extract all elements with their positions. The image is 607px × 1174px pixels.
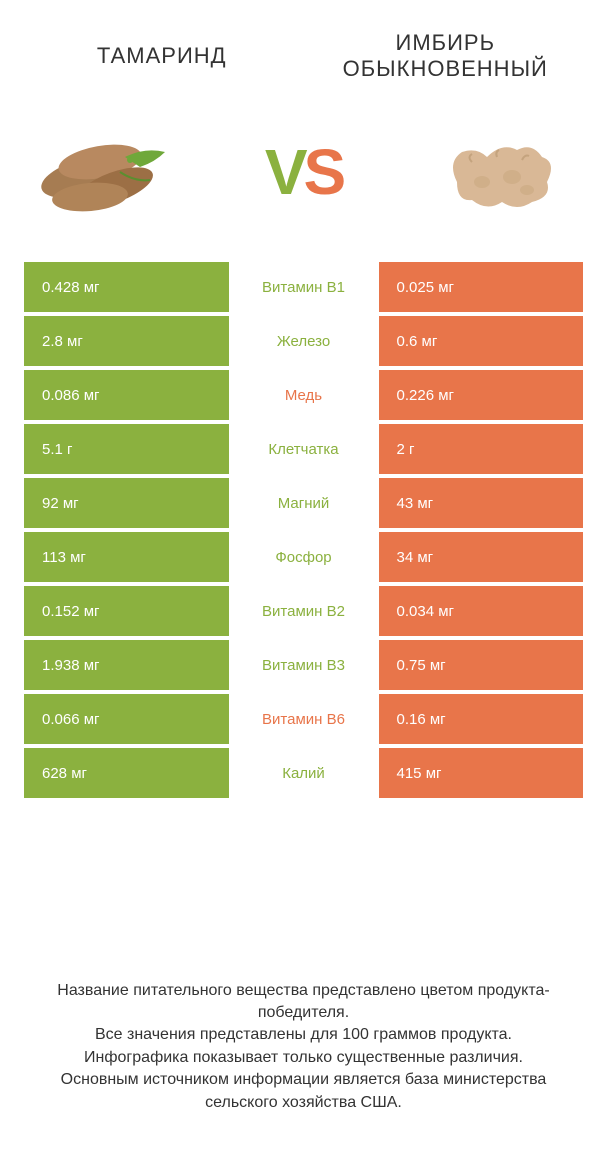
- footer-line-3: Инфографика показывает только существенн…: [30, 1047, 577, 1069]
- nutrient-label: Фосфор: [229, 532, 379, 582]
- table-row: 5.1 гКлетчатка2 г: [24, 424, 583, 474]
- right-value-cell: 2 г: [379, 424, 584, 474]
- table-row: 0.152 мгВитамин B20.034 мг: [24, 586, 583, 636]
- vs-v: V: [265, 136, 304, 208]
- table-row: 1.938 мгВитамин B30.75 мг: [24, 640, 583, 690]
- left-value-cell: 0.152 мг: [24, 586, 229, 636]
- right-value-cell: 415 мг: [379, 748, 584, 798]
- left-value-cell: 2.8 мг: [24, 316, 229, 366]
- right-value-cell: 0.025 мг: [379, 262, 584, 312]
- footer-line-1: Название питательного вещества представл…: [30, 980, 577, 1025]
- nutrient-label: Магний: [229, 478, 379, 528]
- left-value-cell: 5.1 г: [24, 424, 229, 474]
- nutrient-label: Клетчатка: [229, 424, 379, 474]
- nutrition-table: 0.428 мгВитамин B10.025 мг2.8 мгЖелезо0.…: [0, 262, 607, 802]
- right-value-cell: 0.16 мг: [379, 694, 584, 744]
- nutrient-label: Железо: [229, 316, 379, 366]
- right-value-cell: 43 мг: [379, 478, 584, 528]
- left-value-cell: 0.428 мг: [24, 262, 229, 312]
- left-value-cell: 0.066 мг: [24, 694, 229, 744]
- vs-s: S: [304, 136, 343, 208]
- footer-notes: Название питательного вещества представл…: [0, 950, 607, 1174]
- nutrient-label: Витамин B2: [229, 586, 379, 636]
- table-row: 0.066 мгВитамин B60.16 мг: [24, 694, 583, 744]
- left-value-cell: 0.086 мг: [24, 370, 229, 420]
- nutrient-label: Витамин B3: [229, 640, 379, 690]
- right-value-cell: 0.034 мг: [379, 586, 584, 636]
- table-row: 92 мгМагний43 мг: [24, 478, 583, 528]
- table-row: 113 мгФосфор34 мг: [24, 532, 583, 582]
- right-value-cell: 0.226 мг: [379, 370, 584, 420]
- header: ТАМАРИНД ИМБИРЬ ОБЫКНОВЕННЫЙ: [0, 0, 607, 92]
- product-images-row: VS: [0, 92, 607, 262]
- right-value-cell: 0.6 мг: [379, 316, 584, 366]
- vs-label: VS: [265, 135, 342, 209]
- left-value-cell: 92 мг: [24, 478, 229, 528]
- left-value-cell: 628 мг: [24, 748, 229, 798]
- right-product-title: ИМБИРЬ ОБЫКНОВЕННЫЙ: [304, 30, 588, 82]
- nutrient-label: Витамин B6: [229, 694, 379, 744]
- right-value-cell: 0.75 мг: [379, 640, 584, 690]
- nutrient-label: Витамин B1: [229, 262, 379, 312]
- nutrient-label: Калий: [229, 748, 379, 798]
- right-value-cell: 34 мг: [379, 532, 584, 582]
- nutrient-label: Медь: [229, 370, 379, 420]
- table-row: 2.8 мгЖелезо0.6 мг: [24, 316, 583, 366]
- footer-line-4: Основным источником информации является …: [30, 1069, 577, 1114]
- left-value-cell: 1.938 мг: [24, 640, 229, 690]
- left-product-title: ТАМАРИНД: [20, 43, 304, 69]
- table-row: 0.428 мгВитамин B10.025 мг: [24, 262, 583, 312]
- tamarind-image: [30, 112, 190, 232]
- footer-line-2: Все значения представлены для 100 граммо…: [30, 1024, 577, 1046]
- table-row: 0.086 мгМедь0.226 мг: [24, 370, 583, 420]
- ginger-image: [417, 112, 577, 232]
- left-value-cell: 113 мг: [24, 532, 229, 582]
- table-row: 628 мгКалий415 мг: [24, 748, 583, 798]
